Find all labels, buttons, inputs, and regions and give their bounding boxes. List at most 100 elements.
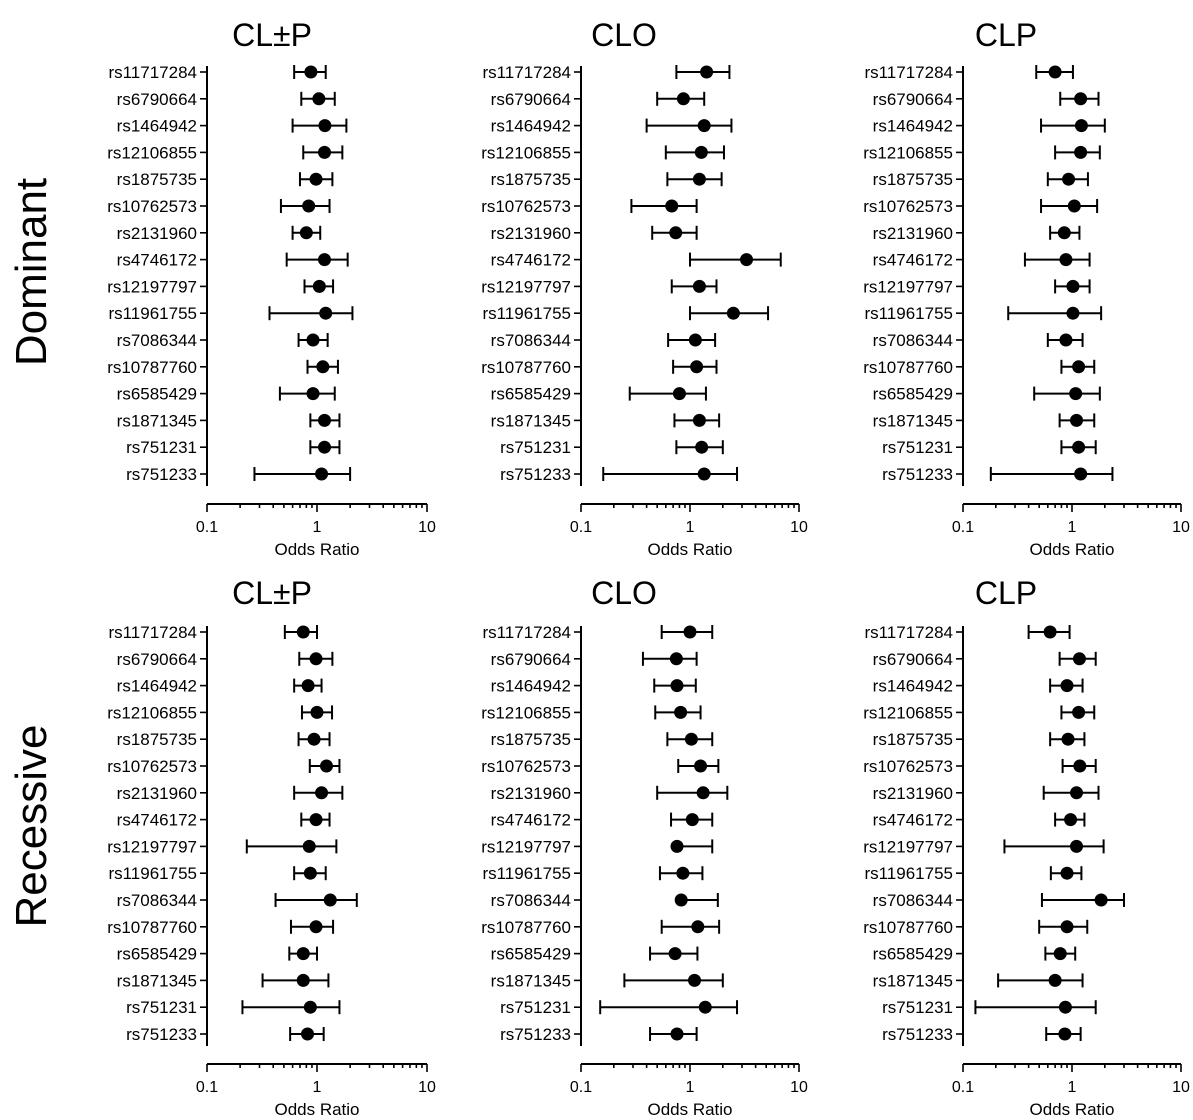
odds-ratio-point — [1070, 786, 1084, 800]
odds-ratio-point — [740, 253, 754, 267]
odds-ratio-point — [676, 92, 690, 106]
x-tick-label: 10 — [790, 1079, 808, 1096]
x-tick-label: 10 — [1172, 1079, 1190, 1096]
x-tick-label: 0.1 — [570, 519, 592, 536]
panel-title: CL±P — [232, 17, 312, 53]
snp-label: rs12106855 — [107, 703, 197, 722]
snp-label: rs751233 — [882, 1025, 953, 1044]
odds-ratio-point — [1048, 973, 1062, 987]
snp-label: rs6585429 — [117, 385, 197, 404]
odds-ratio-point — [694, 145, 708, 159]
snp-label: rs7086344 — [491, 331, 571, 350]
odds-ratio-point — [304, 65, 318, 79]
snp-label: rs11717284 — [482, 623, 571, 642]
odds-ratio-point — [1067, 199, 1081, 213]
snp-label: rs11717284 — [482, 63, 571, 82]
snp-label: rs2131960 — [873, 784, 953, 803]
odds-ratio-point — [299, 226, 313, 240]
odds-ratio-point — [672, 387, 686, 401]
snp-label: rs11961755 — [482, 304, 571, 323]
odds-ratio-point — [694, 759, 708, 773]
odds-ratio-point — [1073, 759, 1087, 773]
odds-ratio-point — [306, 333, 320, 347]
snp-label: rs1464942 — [117, 117, 197, 136]
odds-ratio-point — [684, 732, 698, 746]
odds-ratio-point — [302, 839, 316, 853]
odds-ratio-point — [669, 652, 683, 666]
odds-ratio-point — [1057, 226, 1071, 240]
odds-ratio-point — [688, 333, 702, 347]
snp-label: rs12197797 — [481, 277, 571, 296]
snp-label: rs12106855 — [863, 143, 953, 162]
odds-ratio-point — [1074, 92, 1088, 106]
odds-ratio-point — [665, 199, 679, 213]
snp-label: rs11717284 — [864, 623, 953, 642]
odds-ratio-point — [315, 786, 329, 800]
snp-label: rs12197797 — [481, 837, 571, 856]
odds-ratio-point — [685, 813, 699, 827]
snp-label: rs10787760 — [863, 918, 953, 937]
x-axis-label: Odds Ratio — [1029, 540, 1114, 559]
x-tick-label: 10 — [418, 519, 436, 536]
odds-ratio-point — [1048, 65, 1062, 79]
snp-label: rs2131960 — [873, 224, 953, 243]
snp-label: rs10787760 — [481, 358, 571, 377]
snp-label: rs10787760 — [481, 918, 571, 937]
odds-ratio-point — [315, 467, 329, 481]
x-tick-label: 0.1 — [952, 1079, 974, 1096]
odds-ratio-point — [312, 279, 326, 293]
x-tick-label: 1 — [313, 519, 322, 536]
x-tick-label: 10 — [1172, 519, 1190, 536]
snp-label: rs11961755 — [108, 864, 197, 883]
snp-label: rs751233 — [126, 1025, 197, 1044]
snp-label: rs7086344 — [491, 891, 571, 910]
snp-label: rs12106855 — [107, 143, 197, 162]
snp-label: rs4746172 — [873, 251, 953, 270]
snp-label: rs1464942 — [491, 677, 571, 696]
odds-ratio-point — [1061, 732, 1075, 746]
snp-label: rs11717284 — [108, 623, 197, 642]
snp-label: rs751233 — [126, 465, 197, 484]
snp-label: rs6585429 — [491, 945, 571, 964]
odds-ratio-point — [1059, 333, 1073, 347]
odds-ratio-point — [692, 279, 706, 293]
snp-label: rs1875735 — [873, 170, 953, 189]
odds-ratio-point — [697, 467, 711, 481]
snp-label: rs12197797 — [107, 837, 197, 856]
odds-ratio-point — [318, 440, 332, 454]
odds-ratio-point — [1074, 467, 1088, 481]
odds-ratio-point — [309, 920, 323, 934]
odds-ratio-point — [296, 973, 310, 987]
snp-label: rs2131960 — [491, 784, 571, 803]
snp-label: rs1871345 — [117, 411, 197, 430]
odds-ratio-point — [310, 705, 324, 719]
snp-label: rs12106855 — [481, 143, 571, 162]
panel-dominant-0: CL±P 0.1 1 10 Odds Ratio rs11717284 rs6790664 r… — [107, 17, 436, 559]
odds-ratio-point — [690, 360, 704, 374]
row-title-dominant: Dominant — [7, 178, 56, 366]
snp-label: rs1875735 — [117, 170, 197, 189]
x-axis-label: Odds Ratio — [274, 1100, 359, 1119]
panel-recessive-3: CL±P 0.1 1 10 Odds Ratio rs11717284 rs6790664 r… — [107, 575, 436, 1119]
snp-label: rs751231 — [882, 438, 953, 457]
odds-ratio-point — [1060, 679, 1074, 693]
x-tick-label: 1 — [686, 1079, 695, 1096]
panel-title: CLO — [591, 575, 657, 611]
snp-label: rs751231 — [126, 438, 197, 457]
snp-label: rs6585429 — [491, 385, 571, 404]
snp-label: rs10762573 — [107, 757, 197, 776]
snp-label: rs1871345 — [873, 411, 953, 430]
snp-label: rs4746172 — [873, 811, 953, 830]
odds-ratio-point — [669, 226, 683, 240]
odds-ratio-point — [306, 387, 320, 401]
snp-label: rs6585429 — [873, 385, 953, 404]
snp-label: rs6790664 — [117, 650, 197, 669]
snp-label: rs7086344 — [873, 891, 953, 910]
odds-ratio-point — [1094, 893, 1108, 907]
snp-label: rs751233 — [500, 1025, 571, 1044]
odds-ratio-point — [1066, 306, 1080, 320]
x-tick-label: 1 — [1068, 1079, 1077, 1096]
x-tick-label: 1 — [313, 1079, 322, 1096]
snp-label: rs1871345 — [873, 971, 953, 990]
